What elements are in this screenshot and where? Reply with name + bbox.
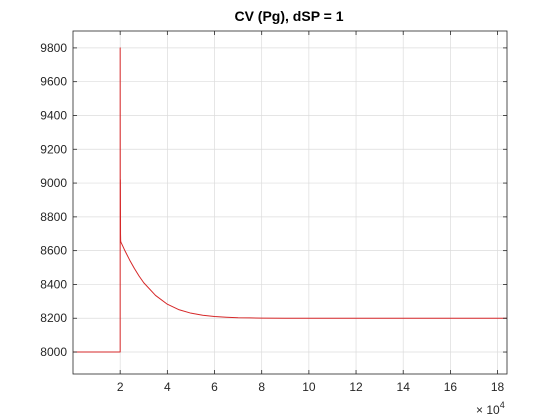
y-tick-label: 9200: [40, 142, 67, 156]
axes-box: [73, 31, 507, 374]
series-layer: [73, 48, 507, 352]
x-tick-label: 4: [164, 380, 171, 394]
y-tick-label: 9400: [40, 108, 67, 122]
y-tick-label: 8000: [40, 345, 67, 359]
x-exponent-label: × 104: [476, 400, 505, 417]
x-tick-label: 10: [302, 380, 316, 394]
chart-title: CV (Pg), dSP = 1: [234, 8, 343, 24]
y-tick-label: 8200: [40, 311, 67, 325]
y-tick-label: 8400: [40, 277, 67, 291]
x-tick-label: 8: [258, 380, 265, 394]
grid-lines: [73, 31, 507, 374]
x-tick-label: 6: [211, 380, 218, 394]
x-tick-label: 16: [444, 380, 458, 394]
series-line: [73, 48, 507, 352]
x-exponent-power: 4: [500, 400, 505, 410]
x-tick-label: 2: [117, 380, 124, 394]
y-tick-label: 9800: [40, 41, 67, 55]
x-tick-label: 14: [397, 380, 411, 394]
x-axis: 2 4 6 8 10 12 14 16 18: [117, 31, 505, 394]
y-axis: 8000 8200 8400 8600 8800 9000 9200 9400 9600 9800: [40, 41, 507, 359]
y-tick-label: 9600: [40, 75, 67, 89]
y-tick-label: 8800: [40, 210, 67, 224]
x-tick-label: 18: [491, 380, 505, 394]
y-tick-label: 8600: [40, 244, 67, 258]
x-tick-label: 12: [349, 380, 363, 394]
y-tick-label: 9000: [40, 176, 67, 190]
x-exponent-base: × 10: [476, 403, 500, 417]
